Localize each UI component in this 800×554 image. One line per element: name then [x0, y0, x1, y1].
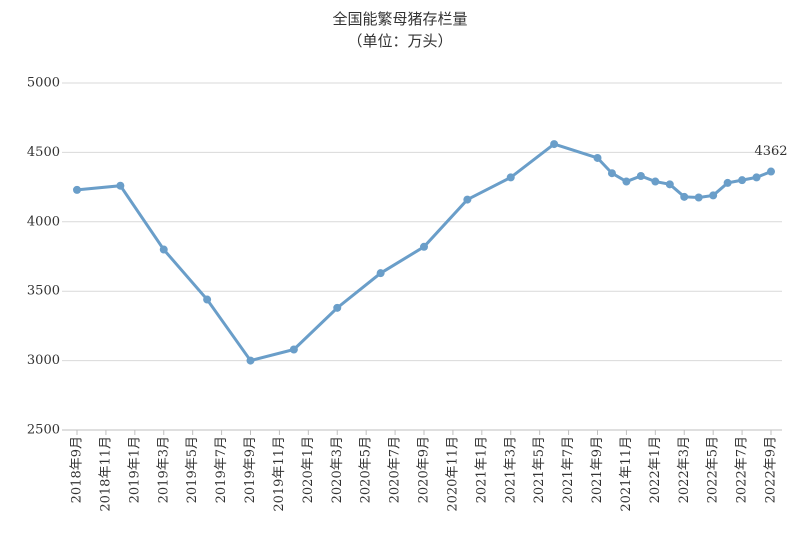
x-tick-label: 2019年3月: [156, 436, 171, 503]
point: [73, 185, 81, 194]
x-tick-label: 2021年9月: [590, 436, 605, 503]
x-tick-label: 2022年5月: [706, 436, 721, 503]
point: [738, 176, 747, 185]
x-tick-label: 2021年5月: [532, 436, 547, 503]
x-tick-label: 2021年1月: [474, 436, 489, 503]
chart-title: 全国能繁母猪存栏量: [332, 10, 467, 28]
point: [246, 356, 255, 365]
point: [665, 180, 674, 189]
y-tick-label: 3500: [27, 284, 60, 299]
x-tick-label: 2019年7月: [214, 436, 229, 503]
point: [550, 140, 559, 149]
x-tick-label: 2019年1月: [127, 436, 142, 503]
point: [607, 169, 616, 178]
x-tick-label: 2021年3月: [503, 436, 518, 503]
x-tick-label: 2021年7月: [561, 436, 576, 503]
point: [506, 173, 515, 182]
x-tick-label: 2019年5月: [185, 436, 200, 503]
chart-subtitle: （单位：万头）: [347, 32, 452, 50]
y-tick-label: 2500: [27, 423, 60, 438]
y-tick-label: 4000: [27, 214, 60, 229]
x-tick-label: 2022年1月: [648, 436, 663, 503]
point: [463, 195, 472, 204]
x-tick-label: 2022年7月: [735, 436, 750, 503]
point: [680, 192, 689, 201]
x-tick-label: 2020年5月: [359, 436, 374, 503]
x-tick-label: 2020年9月: [417, 436, 432, 503]
x-tick-label: 2019年9月: [243, 436, 258, 503]
point: [752, 173, 761, 182]
point: [159, 245, 168, 254]
point: [116, 181, 125, 190]
x-tick-label: 2022年3月: [677, 436, 692, 503]
x-tick-label: 2018年11月: [98, 436, 113, 512]
point: [723, 178, 732, 187]
x-tick-label: 2018年9月: [70, 436, 85, 503]
x-tick-label: 2020年11月: [445, 436, 460, 512]
x-tick-label: 2021年11月: [619, 436, 634, 512]
x-tick-label: 2022年9月: [764, 436, 779, 503]
point: [636, 171, 645, 180]
point: [289, 345, 298, 354]
data-label: 4362: [754, 144, 787, 159]
point: [420, 242, 428, 251]
point: [694, 193, 703, 202]
point: [651, 177, 660, 186]
line: [76, 142, 772, 363]
point: [622, 177, 631, 186]
point: [709, 191, 718, 200]
point: [376, 269, 385, 278]
x-tick-label: 2020年7月: [388, 436, 403, 503]
x-tick-label: 2019年11月: [272, 436, 287, 512]
x-tick-label: 2020年3月: [330, 436, 345, 503]
point: [593, 153, 602, 162]
point: [767, 167, 775, 176]
point: [333, 303, 342, 312]
y-tick-label: 5000: [27, 76, 60, 91]
y-tick-label: 4500: [27, 145, 60, 160]
point: [203, 295, 212, 304]
x-tick-label: 2020年1月: [301, 436, 316, 503]
y-tick-label: 3000: [27, 353, 60, 368]
